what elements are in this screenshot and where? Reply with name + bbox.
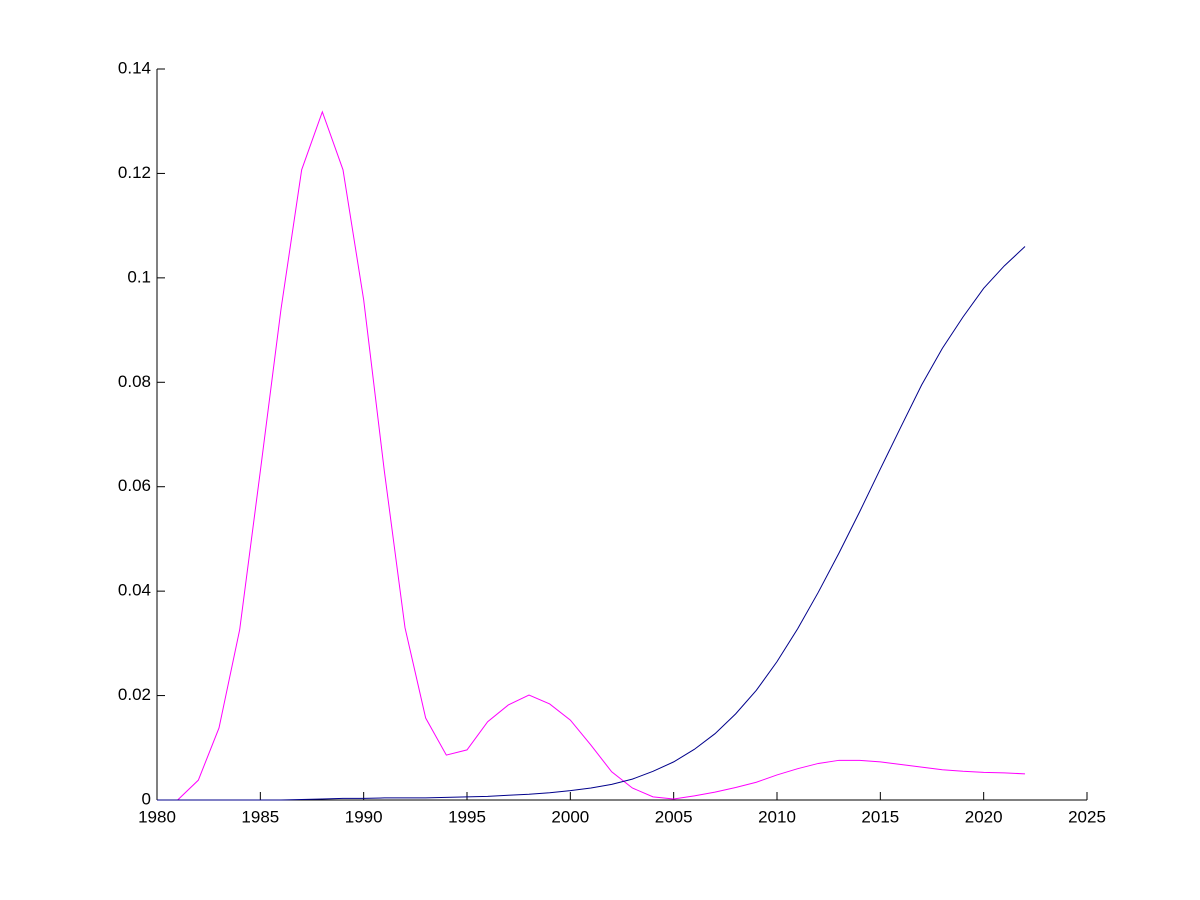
x-tick-label: 2020 bbox=[965, 807, 1003, 826]
y-tick-label: 0.14 bbox=[118, 58, 151, 77]
x-tick-label: 1995 bbox=[448, 807, 486, 826]
y-tick-label: 0.06 bbox=[118, 476, 151, 495]
x-tick-label: 1980 bbox=[138, 807, 176, 826]
y-tick-label: 0.08 bbox=[118, 372, 151, 391]
x-tick-label: 2005 bbox=[655, 807, 693, 826]
x-tick-label: 2015 bbox=[861, 807, 899, 826]
series-line bbox=[157, 110, 1026, 801]
x-tick-label: 1985 bbox=[241, 807, 279, 826]
x-tick-label: 1990 bbox=[345, 807, 383, 826]
x-tick-label: 2000 bbox=[551, 807, 589, 826]
y-tick-label: 0.12 bbox=[118, 163, 151, 182]
x-tick-label: 2025 bbox=[1068, 807, 1106, 826]
y-tick-label: 0.04 bbox=[118, 581, 151, 600]
series-line bbox=[157, 246, 1026, 801]
y-tick-label: 0 bbox=[142, 789, 151, 808]
y-tick-label: 0.1 bbox=[127, 267, 151, 286]
y-tick-label: 0.02 bbox=[118, 685, 151, 704]
x-tick-label: 2010 bbox=[758, 807, 796, 826]
